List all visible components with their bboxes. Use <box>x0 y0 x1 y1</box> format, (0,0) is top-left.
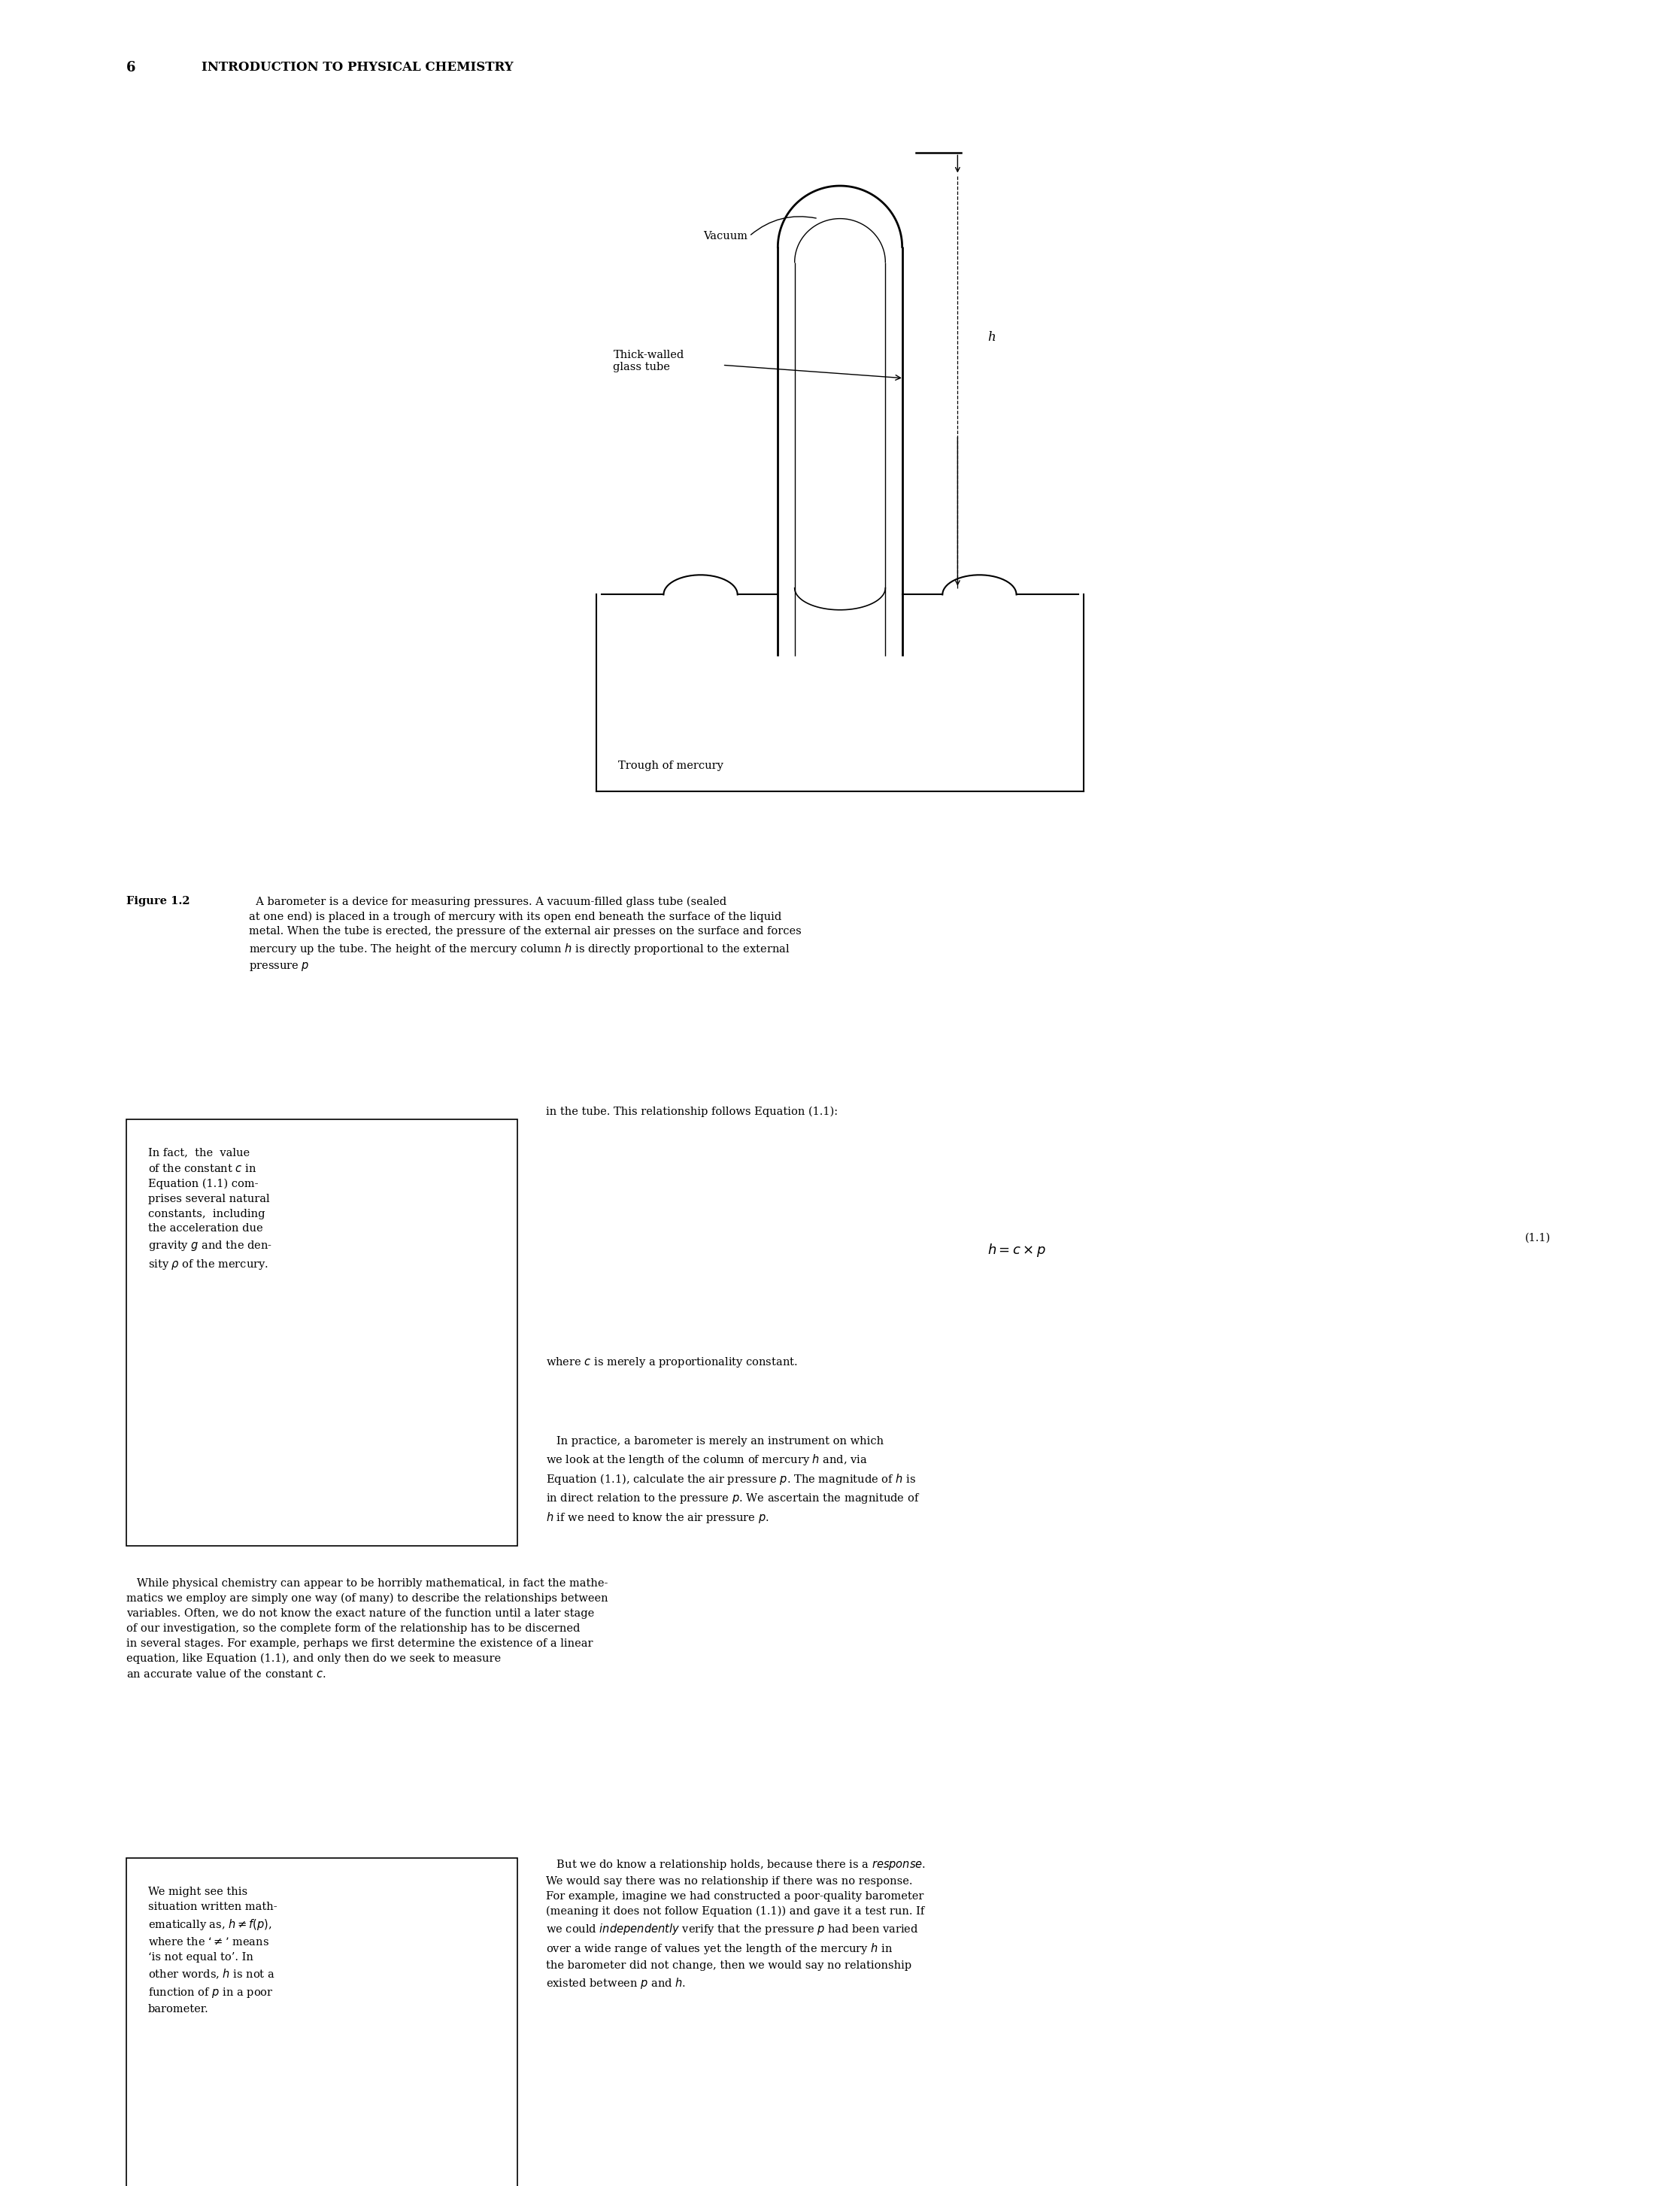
Text: Figure 1.2: Figure 1.2 <box>126 896 190 907</box>
Bar <box>126 1119 517 1546</box>
Text: A barometer is a device for measuring pressures. A vacuum-filled glass tube (sea: A barometer is a device for measuring pr… <box>249 896 801 973</box>
Text: But we do know a relationship holds, because there is a $\it{response}$.
We woul: But we do know a relationship holds, bec… <box>546 1858 926 1991</box>
Text: 6: 6 <box>126 61 136 74</box>
Text: INTRODUCTION TO PHYSICAL CHEMISTRY: INTRODUCTION TO PHYSICAL CHEMISTRY <box>202 61 514 74</box>
Text: We might see this
situation written math-
ematically as, $h \neq f(p)$,
where th: We might see this situation written math… <box>148 1887 277 2013</box>
Text: $h = c \times p$: $h = c \times p$ <box>988 1242 1045 1259</box>
Text: (1.1): (1.1) <box>1525 1233 1551 1244</box>
Text: h: h <box>988 332 996 343</box>
Text: Thick-walled
glass tube: Thick-walled glass tube <box>613 350 684 372</box>
Text: While physical chemistry can appear to be horribly mathematical, in fact the mat: While physical chemistry can appear to b… <box>126 1578 608 1679</box>
Bar <box>126 1858 517 2186</box>
Text: Vacuum: Vacuum <box>704 232 748 240</box>
Text: Trough of mercury: Trough of mercury <box>618 761 724 772</box>
Text: where $c$ is merely a proportionality constant.: where $c$ is merely a proportionality co… <box>546 1355 798 1368</box>
Text: In practice, a barometer is merely an instrument on which
we look at the length : In practice, a barometer is merely an in… <box>546 1436 921 1524</box>
Text: In fact,  the  value
of the constant $c$ in
Equation (1.1) com-
prises several n: In fact, the value of the constant $c$ i… <box>148 1148 272 1272</box>
Text: in the tube. This relationship follows Equation (1.1):: in the tube. This relationship follows E… <box>546 1106 838 1117</box>
